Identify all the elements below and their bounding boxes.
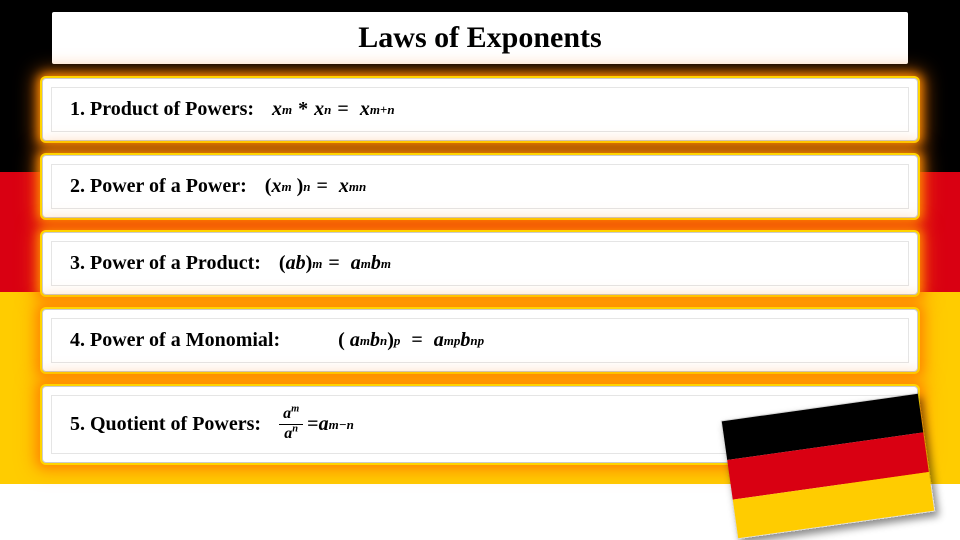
rule-formula: am an = am−n <box>279 406 354 443</box>
rule-product-of-powers: 1. Product of Powers: xm * xn = xm+n <box>42 78 918 141</box>
rule-power-of-power: 2. Power of a Power: (xm )n = xmn <box>42 155 918 218</box>
rule-row: 1. Product of Powers: xm * xn = xm+n <box>51 87 909 132</box>
rule-formula: (xm )n = xmn <box>265 175 366 198</box>
rule-label: 4. Power of a Monomial: <box>70 329 280 352</box>
rule-label: 5. Quotient of Powers: <box>70 413 261 436</box>
rule-formula: xm * xn = xm+n <box>272 98 395 121</box>
rule-label: 3. Power of a Product: <box>70 252 261 275</box>
rule-row: 3. Power of a Product: (ab)m = ambm <box>51 241 909 286</box>
title-box: Laws of Exponents <box>50 10 910 66</box>
rule-formula: (ab)m = ambm <box>279 252 391 275</box>
rule-power-of-monomial: 4. Power of a Monomial: ( ambn)p = ampbn… <box>42 309 918 372</box>
rule-row: 4. Power of a Monomial: ( ambn)p = ampbn… <box>51 318 909 363</box>
rule-label: 2. Power of a Power: <box>70 175 247 198</box>
page-title: Laws of Exponents <box>358 21 601 55</box>
fraction: am an <box>279 406 303 443</box>
rule-row: 2. Power of a Power: (xm )n = xmn <box>51 164 909 209</box>
rule-label: 1. Product of Powers: <box>70 98 254 121</box>
rule-formula: ( ambn)p = ampbnp <box>338 329 484 352</box>
rule-power-of-product: 3. Power of a Product: (ab)m = ambm <box>42 232 918 295</box>
slide: Laws of Exponents 1. Product of Powers: … <box>0 0 960 540</box>
